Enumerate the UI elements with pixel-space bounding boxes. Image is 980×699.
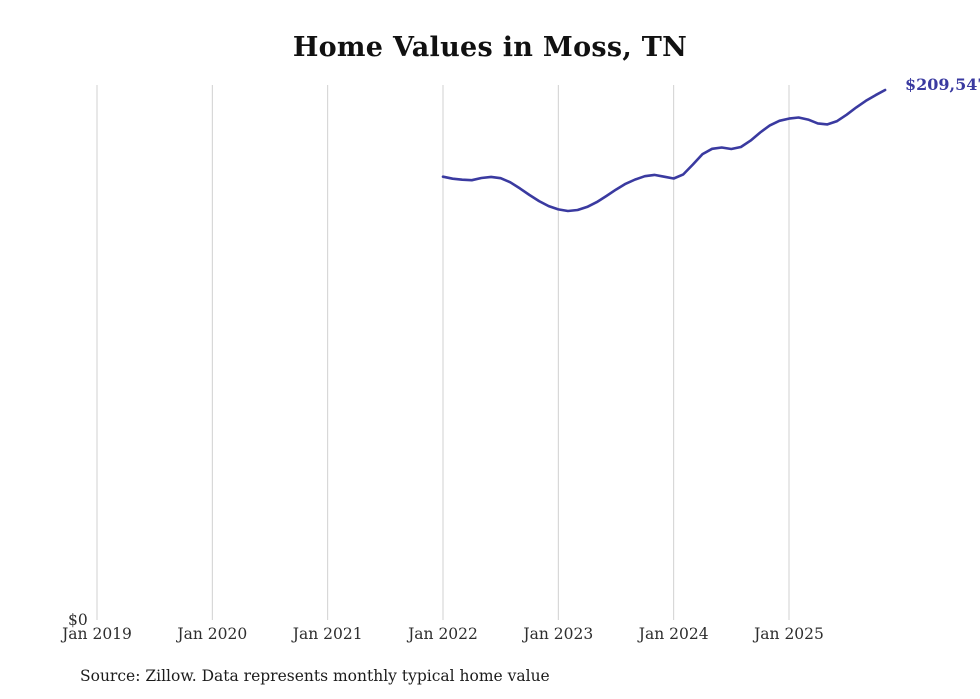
latest-value-label: $209,547 <box>905 75 980 94</box>
x-tick-label: Jan 2019 <box>62 625 132 643</box>
x-tick-label: Jan 2025 <box>754 625 824 643</box>
x-tick-label: Jan 2021 <box>292 625 363 643</box>
source-note: Source: Zillow. Data represents monthly … <box>80 667 550 685</box>
home-value-line <box>441 88 887 213</box>
x-tick-label: Jan 2020 <box>177 625 248 643</box>
chart-title: Home Values in Moss, TN <box>292 32 688 63</box>
x-tick-label: Jan 2022 <box>408 625 478 643</box>
y-axis-zero-label: $0 <box>68 611 88 629</box>
x-tick-label: Jan 2023 <box>523 625 594 643</box>
x-tick-label: Jan 2024 <box>638 625 709 643</box>
